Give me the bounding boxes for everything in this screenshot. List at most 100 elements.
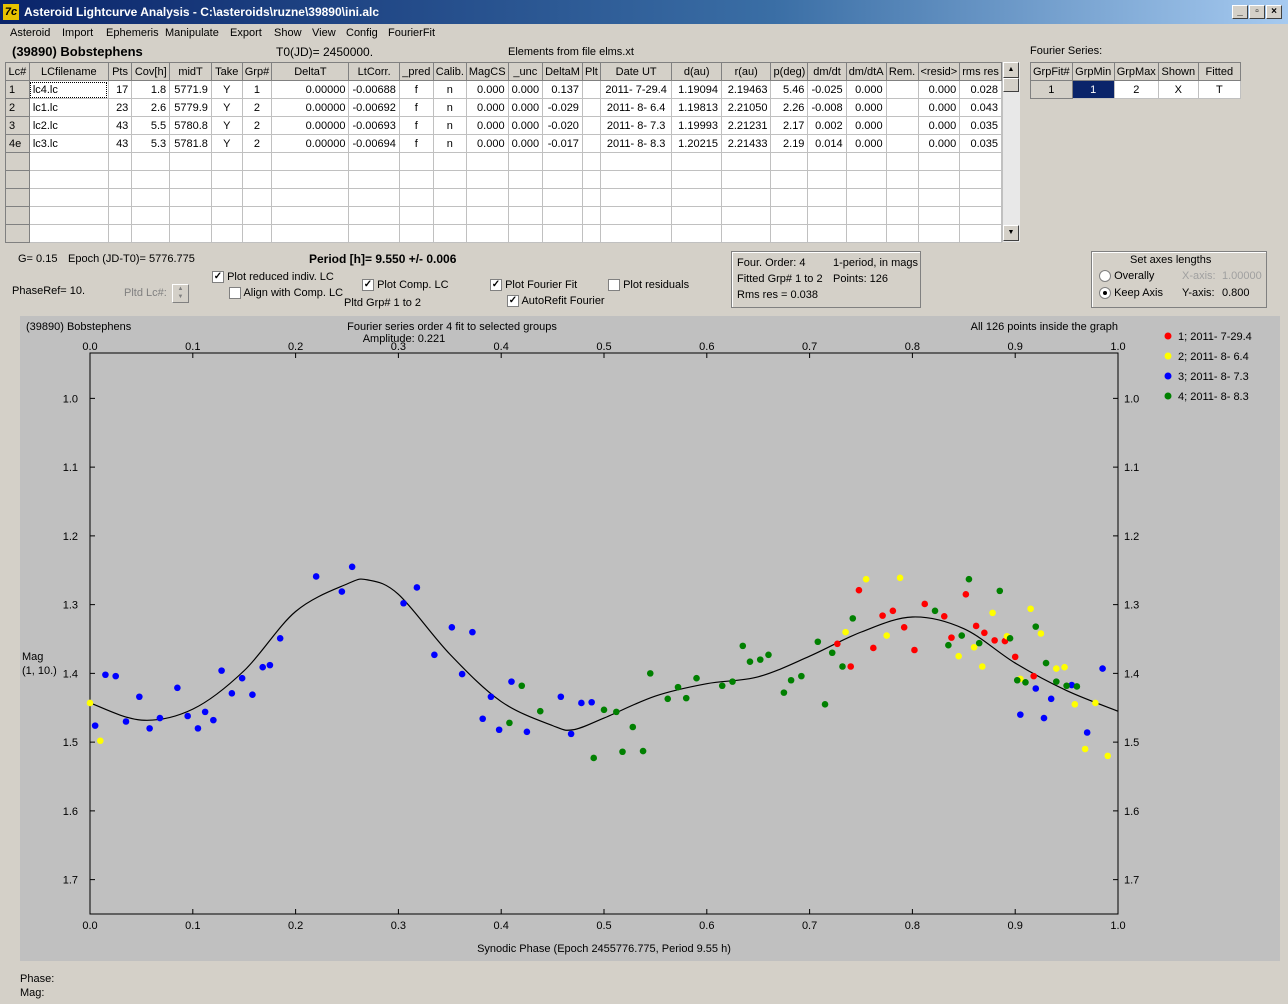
scroll-thumb[interactable] [1003, 78, 1019, 92]
data-point-series-3[interactable] [1032, 685, 1040, 692]
table-cell[interactable] [770, 170, 809, 189]
table-cell[interactable] [599, 170, 673, 189]
table-cell[interactable] [581, 152, 601, 171]
table-cell[interactable] [959, 152, 1002, 171]
data-point-series-4[interactable] [693, 674, 700, 682]
table-cell[interactable] [398, 224, 434, 243]
table-cell[interactable]: Y [210, 116, 243, 135]
data-point-series-4[interactable] [600, 706, 608, 714]
table-cell[interactable] [28, 188, 109, 207]
menu-asteroid[interactable]: Asteroid [10, 27, 51, 39]
data-point-series-4[interactable] [1022, 679, 1029, 686]
table-cell[interactable]: 2011- 8- 7.3 [599, 116, 673, 135]
row-header[interactable] [5, 170, 30, 189]
table-cell[interactable]: 2011- 7-29.4 [599, 80, 673, 99]
data-point-series-4[interactable] [996, 587, 1004, 595]
data-point-series-4[interactable] [639, 747, 647, 755]
data-point-series-1[interactable] [847, 663, 855, 670]
data-point-series-4[interactable] [945, 641, 952, 649]
table-cell[interactable] [271, 224, 350, 243]
table-cell[interactable]: lc2.lc [28, 116, 109, 135]
table-cell[interactable]: f [398, 98, 434, 117]
table-cell[interactable]: -0.020 [542, 116, 583, 135]
table-row[interactable] [5, 152, 1002, 171]
data-point-series-1[interactable] [889, 607, 897, 615]
row-header[interactable]: 4e [5, 134, 30, 153]
table-cell[interactable]: 2.21050 [720, 98, 772, 117]
table-cell[interactable] [671, 188, 722, 207]
column-header[interactable]: Lc# [5, 62, 30, 81]
data-point-series-3[interactable] [146, 725, 153, 732]
data-point-series-4[interactable] [1042, 659, 1050, 667]
table-cell[interactable] [581, 188, 601, 207]
table-cell[interactable] [28, 206, 109, 225]
column-header[interactable]: d(au) [671, 62, 722, 81]
table-cell[interactable] [169, 152, 212, 171]
data-point-series-4[interactable] [619, 748, 626, 756]
column-header[interactable]: Date UT [599, 62, 673, 81]
table-cell[interactable] [107, 206, 133, 225]
data-point-series-3[interactable] [338, 588, 346, 595]
menu-config[interactable]: Config [346, 27, 378, 39]
table-cell[interactable] [169, 206, 212, 225]
table-cell[interactable] [807, 152, 847, 171]
column-header[interactable]: _unc [507, 62, 544, 81]
table-cell[interactable] [507, 206, 544, 225]
table-cell[interactable] [885, 98, 919, 117]
row-header[interactable] [5, 206, 30, 225]
table-cell[interactable]: 1.20215 [671, 134, 722, 153]
data-point-series-1[interactable] [870, 644, 877, 652]
table-cell[interactable] [770, 224, 809, 243]
table-cell[interactable] [271, 188, 350, 207]
table-row[interactable]: 3 lc2.lc 43 5.5 5780.8 Y 2 0.00000 -0.00693 f n 0.0… [5, 116, 1002, 135]
fourier-column-header[interactable]: GrpMax [1113, 62, 1159, 81]
table-cell[interactable] [671, 170, 722, 189]
data-point-series-4[interactable] [821, 701, 829, 708]
table-cell[interactable] [271, 152, 350, 171]
table-cell[interactable] [599, 152, 673, 171]
table-cell[interactable] [507, 188, 544, 207]
table-cell[interactable] [348, 170, 400, 189]
plot-comp-checkbox[interactable]: ✓ Plot Comp. LC [362, 279, 449, 292]
table-cell[interactable]: 2.21433 [720, 134, 772, 153]
data-point-series-1[interactable] [911, 646, 918, 654]
table-cell[interactable] [770, 188, 809, 207]
data-point-series-4[interactable] [536, 707, 544, 715]
plot-fourier-checkbox[interactable]: ✓ Plot Fourier Fit [490, 279, 577, 292]
data-point-series-4[interactable] [965, 575, 973, 583]
data-point-series-4[interactable] [729, 678, 736, 685]
data-point-series-4[interactable] [1063, 682, 1070, 690]
table-cell[interactable]: -0.025 [807, 80, 847, 99]
table-cell[interactable]: 0.000 [845, 80, 887, 99]
table-cell[interactable] [671, 152, 722, 171]
table-cell[interactable]: Y [210, 98, 243, 117]
fourier-column-header[interactable]: GrpFit# [1030, 62, 1073, 81]
data-point-series-2[interactable] [1071, 701, 1079, 708]
data-point-series-3[interactable] [448, 624, 456, 631]
data-point-series-2[interactable] [1053, 665, 1060, 672]
table-cell[interactable] [348, 206, 400, 225]
data-point-series-4[interactable] [839, 663, 846, 670]
table-cell[interactable] [131, 152, 171, 171]
table-cell[interactable] [107, 152, 133, 171]
data-point-series-4[interactable] [787, 676, 795, 684]
data-point-series-2[interactable] [842, 628, 849, 636]
column-header[interactable]: <resid> [917, 62, 961, 81]
table-cell[interactable] [845, 170, 887, 189]
data-point-series-1[interactable] [921, 600, 929, 608]
table-cell[interactable]: 0.035 [959, 134, 1002, 153]
table-cell[interactable]: Y [210, 80, 243, 99]
table-cell[interactable] [542, 224, 583, 243]
data-point-series-4[interactable] [1013, 676, 1021, 684]
data-point-series-2[interactable] [979, 663, 986, 670]
table-cell[interactable] [885, 188, 919, 207]
table-cell[interactable] [241, 170, 273, 189]
data-point-series-4[interactable] [646, 670, 654, 677]
data-point-series-3[interactable] [495, 726, 503, 734]
row-header[interactable]: 3 [5, 116, 30, 135]
column-header[interactable]: r(au) [720, 62, 772, 81]
data-point-series-1[interactable] [879, 612, 886, 619]
table-cell[interactable]: 5780.8 [169, 116, 212, 135]
table-cell[interactable] [770, 206, 809, 225]
table-cell[interactable] [210, 206, 243, 225]
